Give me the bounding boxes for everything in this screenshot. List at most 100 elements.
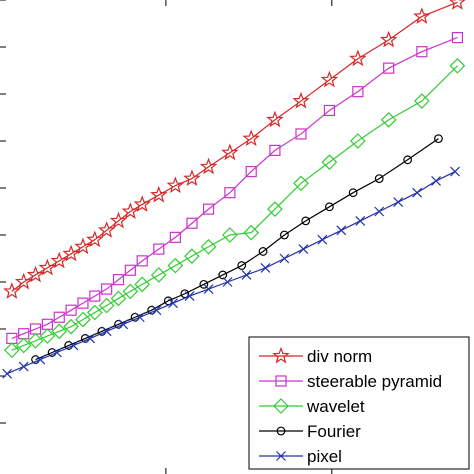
legend-item-div-norm: div norm <box>259 346 372 366</box>
data-point-div-norm <box>86 230 104 248</box>
series-div-norm <box>3 0 466 299</box>
series-layer <box>2 0 466 379</box>
data-point-pixel-stroke-b <box>151 305 162 316</box>
data-point-div-norm <box>150 185 168 203</box>
series-wavelet <box>4 57 466 358</box>
data-point-pixel <box>134 312 145 323</box>
legend-item-steerable-pyramid: steerable pyramid <box>259 372 442 391</box>
data-point-wavelet <box>75 311 91 328</box>
data-point-wavelet <box>167 257 184 274</box>
data-point-pixel <box>222 277 233 287</box>
data-point-wavelet <box>98 297 115 314</box>
data-point-pixel <box>412 187 423 198</box>
legend-marker-fourier <box>276 426 286 436</box>
data-point-pixel <box>85 333 95 344</box>
data-point-pixel-stroke-b <box>222 277 233 287</box>
data-point-pixel-stroke-b <box>431 176 442 186</box>
data-point-pixel-stroke-b <box>101 326 112 337</box>
data-point-wavelet <box>134 276 151 293</box>
data-point-pixel <box>241 270 252 280</box>
data-point-pixel <box>355 215 366 226</box>
data-point-pixel-stroke-b <box>450 166 460 177</box>
data-point-div-norm <box>26 265 45 283</box>
data-point-wavelet <box>293 175 309 192</box>
data-point-pixel-stroke-b <box>51 347 62 358</box>
data-point-fourier <box>258 247 268 256</box>
data-point-div-norm <box>166 176 185 194</box>
data-point-pixel <box>184 291 195 302</box>
data-point-wavelet <box>350 133 366 149</box>
data-point-div-norm <box>379 30 398 48</box>
data-point-fourier <box>218 270 228 280</box>
data-point-pixel-stroke-b <box>393 197 404 208</box>
data-point-fourier <box>325 202 334 212</box>
data-point-wavelet <box>110 290 127 307</box>
data-point-div-norm <box>50 251 69 269</box>
data-point-pixel-stroke-b <box>412 187 423 198</box>
data-point-pixel <box>68 340 79 351</box>
data-point-steerable-pyramid <box>451 31 464 44</box>
data-point-fourier <box>348 188 358 198</box>
data-point-pixel <box>279 253 290 264</box>
legend-label-wavelet: wavelet <box>306 397 365 416</box>
data-point-div-norm <box>109 211 128 229</box>
data-point-pixel-stroke-b <box>241 270 252 280</box>
data-point-pixel-stroke-b <box>168 298 178 309</box>
data-point-wavelet <box>4 342 20 358</box>
data-point-steerable-pyramid <box>295 128 307 140</box>
legend-label-div-norm: div norm <box>307 347 372 366</box>
data-point-steerable-pyramid <box>89 290 101 302</box>
data-point-steerable-pyramid <box>186 217 198 229</box>
data-point-fourier <box>434 134 443 144</box>
data-point-wavelet <box>222 227 238 243</box>
data-point-pixel-stroke-b <box>203 284 214 294</box>
legend: div norm steerable pyramid wavelet Fourier p… <box>248 336 470 470</box>
data-point-div-norm <box>292 91 310 109</box>
data-point-steerable-pyramid <box>77 297 89 309</box>
data-point-div-norm <box>14 272 33 290</box>
data-point-wavelet <box>51 323 68 340</box>
data-point-div-norm <box>221 143 239 161</box>
data-point-wavelet <box>449 57 466 74</box>
data-point-steerable-pyramid <box>136 255 148 267</box>
data-point-wavelet <box>267 201 283 217</box>
data-point-div-norm <box>38 258 57 276</box>
data-point-steerable-pyramid <box>383 62 395 74</box>
data-point-pixel-stroke-b <box>355 215 366 226</box>
data-point-div-norm <box>199 157 218 175</box>
data-point-wavelet <box>86 304 103 321</box>
series-pixel <box>2 166 460 379</box>
data-point-wavelet <box>200 238 217 255</box>
data-point-pixel <box>393 197 404 208</box>
data-point-steerable-pyramid <box>101 283 113 295</box>
data-point-div-norm <box>133 195 151 212</box>
data-point-pixel <box>118 319 129 330</box>
series-line-steerable-pyramid <box>11 37 458 339</box>
data-point-steerable-pyramid <box>153 243 165 255</box>
data-point-pixel-stroke-b <box>134 312 145 323</box>
series-line-fourier <box>35 138 439 361</box>
data-point-div-norm <box>97 221 116 238</box>
data-point-pixel-stroke-b <box>336 225 347 236</box>
data-point-wavelet <box>122 283 139 300</box>
data-point-pixel-stroke-b <box>35 354 46 365</box>
legend-label-pixel: pixel <box>307 447 342 466</box>
data-point-steerable-pyramid <box>53 311 65 323</box>
data-point-div-norm <box>449 0 466 10</box>
data-point-pixel <box>298 244 309 255</box>
data-point-fourier <box>374 174 384 184</box>
series-line-pixel <box>6 171 456 375</box>
data-point-div-norm <box>413 7 431 24</box>
data-point-pixel-stroke-b <box>279 253 290 264</box>
data-point-wavelet <box>150 267 167 283</box>
data-point-div-norm <box>320 70 339 88</box>
data-point-div-norm <box>349 49 367 67</box>
data-point-wavelet <box>380 112 397 128</box>
data-point-pixel <box>2 368 13 379</box>
data-point-steerable-pyramid <box>224 187 236 199</box>
legend-label-fourier: Fourier <box>307 422 361 441</box>
legend-item-fourier: Fourier <box>259 422 361 441</box>
data-point-wavelet <box>414 93 430 109</box>
data-point-steerable-pyramid <box>202 203 215 215</box>
